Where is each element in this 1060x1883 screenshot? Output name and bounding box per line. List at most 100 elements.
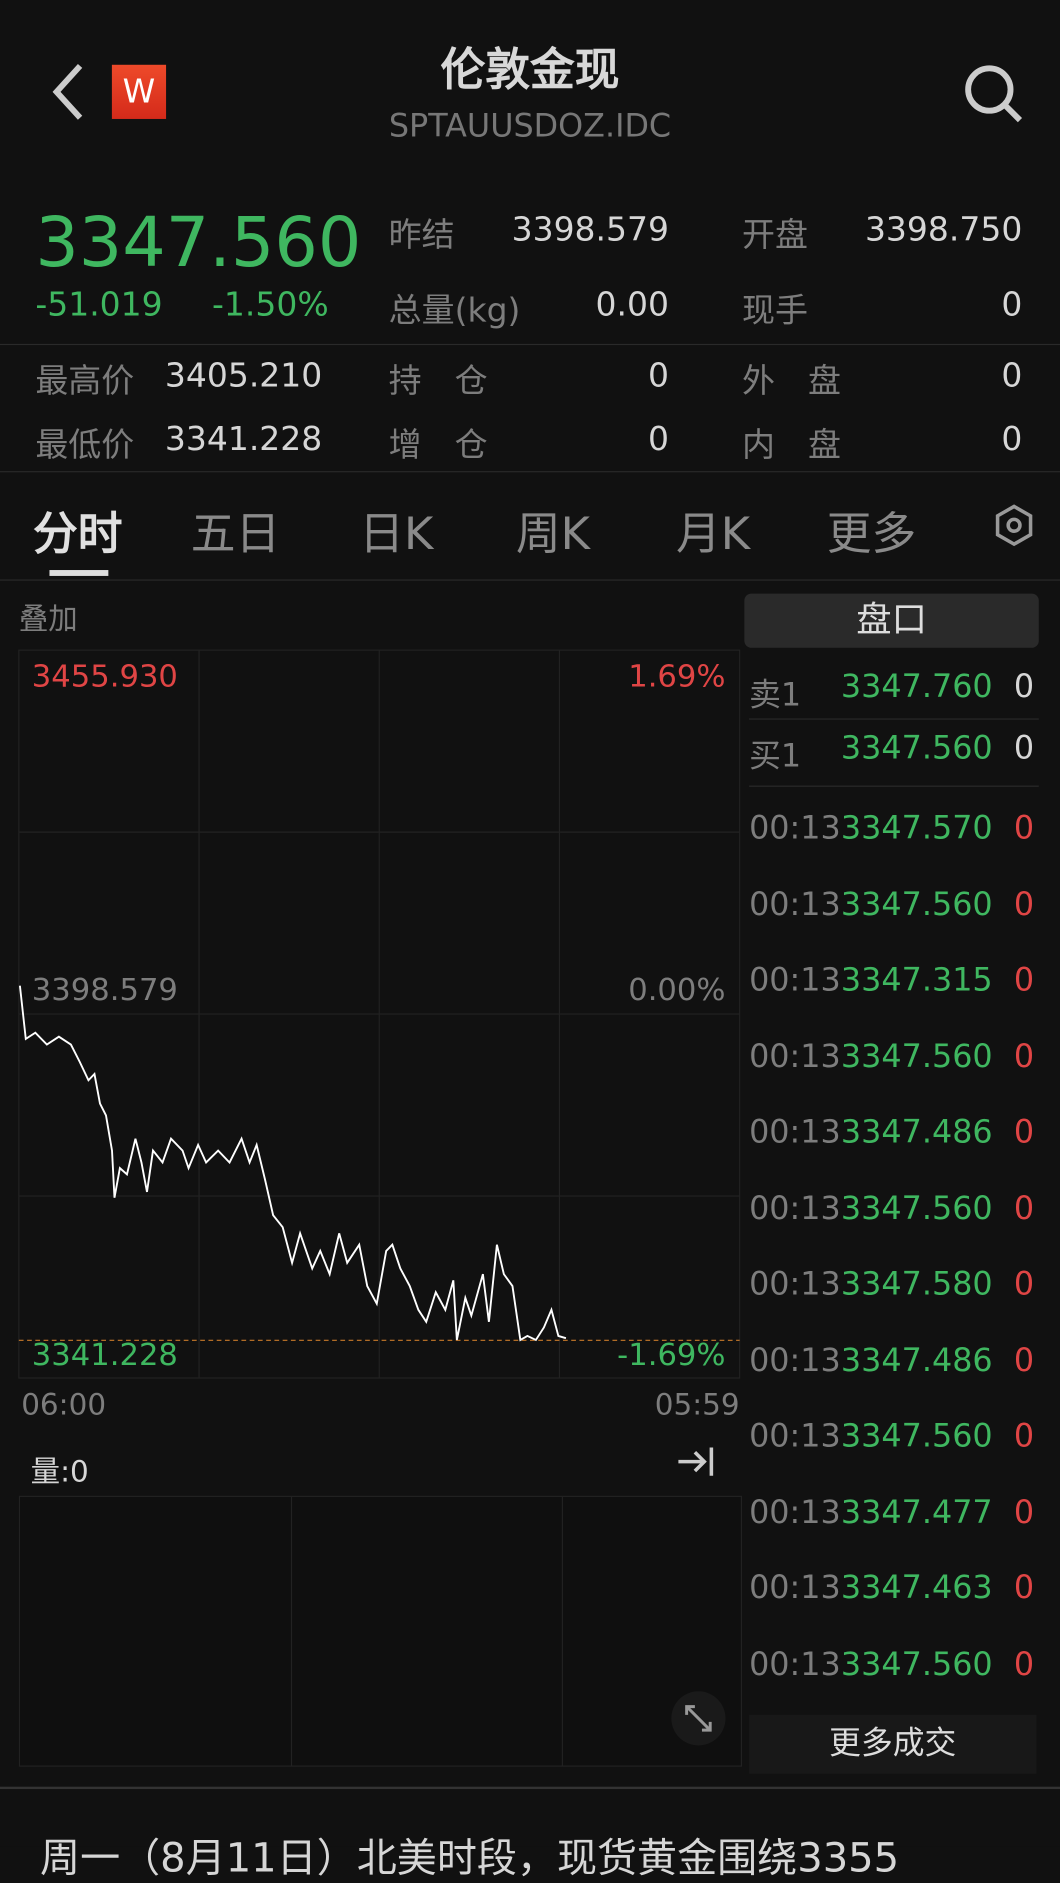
stat-label: 总量(kg) xyxy=(388,290,521,330)
trade-row: 00:13 3347.570 0 xyxy=(749,810,1039,847)
trade-row: 00:13 3347.486 0 xyxy=(749,1342,1039,1379)
trade-qty: 0 xyxy=(1013,962,1035,999)
ask-row: 卖1 3347.760 0 xyxy=(749,669,1039,715)
ask-qty: 0 xyxy=(1013,668,1035,706)
stat-label: 增 仓 xyxy=(388,425,488,465)
price-change-pct: -1.50% xyxy=(212,285,329,324)
trade-time: 00:13 xyxy=(749,1569,841,1607)
trade-price: 3347.486 xyxy=(840,1342,993,1379)
tab-daily-k[interactable]: 日K xyxy=(359,507,434,560)
search-button[interactable] xyxy=(961,61,1027,132)
search-icon xyxy=(965,65,1023,123)
trade-time: 00:13 xyxy=(749,1114,841,1151)
trade-row: 00:13 3347.560 0 xyxy=(749,1038,1039,1075)
divider xyxy=(0,579,1060,581)
tab-more[interactable]: 更多 xyxy=(826,507,917,560)
bid-qty: 0 xyxy=(1013,730,1035,767)
fullscreen-button[interactable] xyxy=(671,1691,726,1746)
jump-to-latest-button[interactable] xyxy=(676,1444,716,1484)
chevron-left-icon xyxy=(52,63,83,120)
trade-row: 00:13 3347.560 0 xyxy=(749,886,1039,923)
orderbook-tab[interactable]: 盘口 xyxy=(744,593,1039,648)
chart-min-pct: -1.69% xyxy=(617,1337,726,1374)
settings-hexagon-icon xyxy=(995,504,1033,547)
trade-price: 3347.560 xyxy=(840,1038,993,1075)
trade-time: 00:13 xyxy=(749,1418,841,1455)
trade-row: 00:13 3347.486 0 xyxy=(749,1114,1039,1151)
trade-time: 00:13 xyxy=(749,1266,841,1303)
chart-min-label: 3341.228 xyxy=(31,1337,178,1374)
expand-icon xyxy=(685,1705,712,1732)
volume-label: 量:0 xyxy=(30,1454,89,1489)
trade-price: 3347.477 xyxy=(840,1494,993,1531)
stat-value: 0.00 xyxy=(595,285,669,324)
trade-price: 3347.486 xyxy=(840,1114,993,1151)
divider xyxy=(749,718,1039,720)
stat-label: 最低价 xyxy=(35,425,135,465)
stat-label: 内 盘 xyxy=(742,425,841,465)
trade-qty: 0 xyxy=(1013,1266,1035,1303)
trade-row: 00:13 3347.463 0 xyxy=(749,1570,1039,1607)
tab-intraday[interactable]: 分时 xyxy=(32,507,123,560)
trade-price: 3347.560 xyxy=(840,1418,993,1455)
stat-label: 现手 xyxy=(742,290,808,330)
bid-row: 买1 3347.560 0 xyxy=(749,730,1039,776)
trade-price: 3347.560 xyxy=(840,1645,993,1683)
trade-qty: 0 xyxy=(1013,1569,1035,1607)
trade-qty: 0 xyxy=(1013,1494,1035,1531)
stat-value: 0 xyxy=(1001,419,1023,459)
x-axis-start: 06:00 xyxy=(21,1387,107,1422)
trade-time: 00:13 xyxy=(749,810,841,847)
stat-value: 0 xyxy=(1001,355,1023,395)
tab-monthly-k[interactable]: 月K xyxy=(676,507,751,560)
back-button[interactable] xyxy=(47,61,89,122)
bid-price: 3347.560 xyxy=(840,730,993,767)
trade-row: 00:13 3347.560 0 xyxy=(749,1190,1039,1227)
trade-price: 3347.580 xyxy=(840,1266,993,1303)
chart-settings-button[interactable] xyxy=(994,504,1034,551)
price-line xyxy=(18,985,567,1342)
symbol-code: SPTAUUSDOZ.IDC xyxy=(388,108,672,145)
stat-value: 3341.228 xyxy=(164,419,323,459)
trade-qty: 0 xyxy=(1013,1645,1035,1683)
trade-row: 00:13 3347.580 0 xyxy=(749,1266,1039,1303)
stat-label: 昨结 xyxy=(388,215,455,255)
trade-price: 3347.315 xyxy=(840,962,993,999)
trade-time: 00:13 xyxy=(749,1342,841,1379)
stat-label: 外 盘 xyxy=(742,361,841,401)
trade-row: 00:13 3347.315 0 xyxy=(749,962,1039,999)
trade-qty: 0 xyxy=(1013,1418,1035,1455)
active-tab-indicator xyxy=(49,570,109,576)
tab-five-day[interactable]: 五日 xyxy=(190,507,281,560)
chart-max-pct: 1.69% xyxy=(628,659,726,695)
ask-price: 3347.760 xyxy=(840,668,993,706)
intraday-price-chart[interactable] xyxy=(0,0,742,1425)
volume-chart xyxy=(18,1495,743,1767)
x-axis-end: 05:59 xyxy=(654,1387,740,1422)
last-price: 3347.560 xyxy=(35,202,362,283)
news-snippet[interactable]: 周一（8月11日）北美时段，现货黄金围绕3355 xyxy=(40,1834,900,1883)
stat-value: 0 xyxy=(1001,285,1023,324)
tab-weekly-k[interactable]: 周K xyxy=(515,507,590,560)
trade-row: 00:13 3347.560 0 xyxy=(749,1418,1039,1455)
trade-time: 00:13 xyxy=(749,962,841,999)
trade-time: 00:13 xyxy=(749,1190,841,1227)
stat-value: 3398.750 xyxy=(864,209,1023,249)
stat-value: 0 xyxy=(647,419,669,459)
trade-qty: 0 xyxy=(1013,886,1035,923)
trade-qty: 0 xyxy=(1013,810,1035,847)
more-trades-button[interactable]: 更多成交 xyxy=(749,1714,1037,1774)
trade-price: 3347.463 xyxy=(840,1569,993,1607)
trade-time: 00:13 xyxy=(749,1038,841,1075)
bid-level: 买1 xyxy=(749,738,802,775)
stat-label: 开盘 xyxy=(742,215,808,255)
trade-price: 3347.560 xyxy=(840,1190,993,1227)
trade-time: 00:13 xyxy=(749,1645,841,1683)
stat-label: 持 仓 xyxy=(388,361,488,401)
price-change: -51.019 xyxy=(35,285,163,324)
trade-row: 00:13 3347.560 0 xyxy=(749,1646,1039,1683)
trade-qty: 0 xyxy=(1013,1190,1035,1227)
trade-time: 00:13 xyxy=(749,886,841,923)
divider xyxy=(749,785,1039,787)
overlay-button[interactable]: 叠加 xyxy=(18,601,78,637)
